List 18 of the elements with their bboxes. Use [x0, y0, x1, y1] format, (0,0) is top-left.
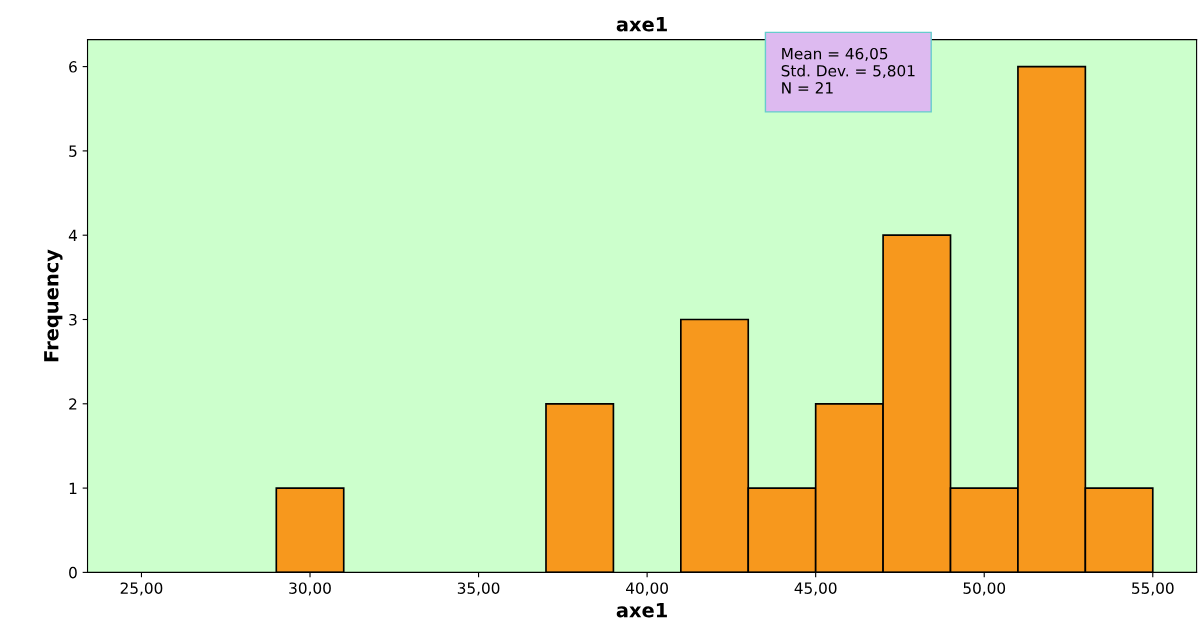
y-tick-label: 0	[69, 566, 77, 579]
x-tick-label: 30,00	[289, 582, 331, 596]
chart-title: axe1	[616, 17, 667, 32]
y-tick-label: 6	[69, 61, 77, 73]
y-tick-label: 4	[68, 229, 77, 241]
y-tick-label: 2	[69, 398, 77, 410]
x-tick-label: 40,00	[626, 582, 668, 596]
y-tick-label: 5	[69, 145, 77, 157]
x-tick-label: 35,00	[457, 582, 500, 596]
x-axis-title: axe1	[616, 603, 667, 618]
annotation: Mean = 46,05 Std. Dev. = 5,801 N = 21	[781, 47, 915, 94]
x-tick-label: 50,00	[963, 582, 1006, 596]
x-tick-label: 25,00	[120, 582, 163, 596]
y-tick-label: 3	[69, 313, 77, 326]
x-tick-label: 45,00	[794, 582, 837, 596]
y-axis-title: Frequency	[44, 249, 63, 362]
y-tick-label: 1	[69, 482, 77, 494]
x-tick-label: 55,00	[1132, 582, 1174, 596]
